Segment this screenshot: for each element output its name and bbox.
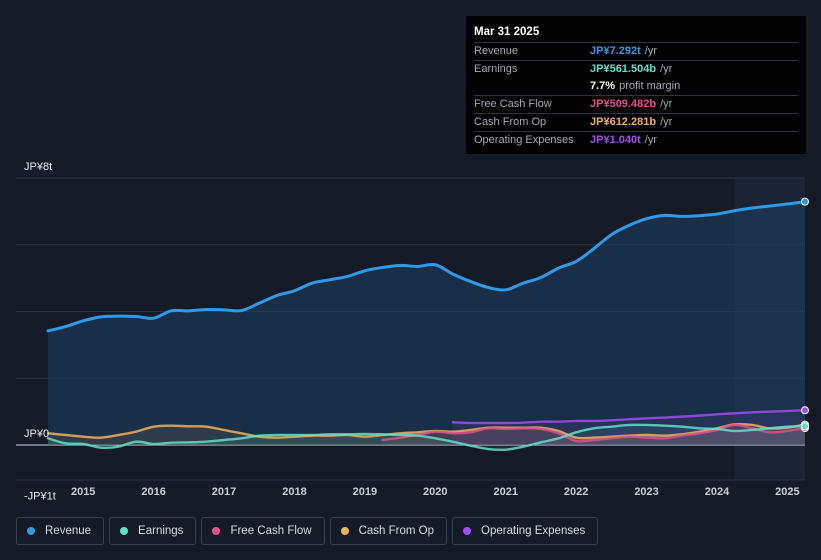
y-axis-labels: JP¥8t JP¥0 -JP¥1t <box>24 161 56 502</box>
tooltip-row: Earnings JP¥561.504b/yr <box>474 60 798 78</box>
legend-dot-icon <box>340 527 349 535</box>
legend-label: Operating Expenses <box>481 525 586 537</box>
revenue-line <box>46 200 807 333</box>
x-tick-label: 2015 <box>71 486 95 498</box>
legend: Revenue Earnings Free Cash Flow Cash From O… <box>16 517 599 545</box>
tooltip-row-value: JP¥612.281b <box>590 116 657 128</box>
operating-expenses-area <box>452 410 805 445</box>
tooltip-row-unit: /yr <box>644 134 657 146</box>
revenue-end-point <box>801 197 809 206</box>
legend-item-operating-expenses[interactable]: Operating Expenses <box>452 517 599 545</box>
end-markers <box>801 197 809 433</box>
legend-label: Free Cash Flow <box>230 525 312 537</box>
y-tick-label: JP¥8t <box>24 161 52 173</box>
operating-expenses-line <box>451 409 807 425</box>
tooltip-row-value: 7.7% <box>590 80 616 92</box>
tooltip-row-unit: /yr <box>660 98 673 110</box>
legend-item-free-cash-flow[interactable]: Free Cash Flow <box>201 517 325 545</box>
tooltip-row: Free Cash Flow JP¥509.482b/yr <box>474 95 798 113</box>
x-tick-label: 2021 <box>493 486 517 498</box>
tooltip-row: 7.7% profit margin <box>474 78 798 95</box>
legend-dot-icon <box>27 527 35 535</box>
x-tick-label: 2024 <box>705 486 730 498</box>
tooltip-row-value: JP¥1.040t <box>590 134 641 146</box>
revenue-area <box>48 201 805 445</box>
tooltip-date: Mar 31 2025 <box>474 26 540 38</box>
x-tick-label: 2018 <box>282 486 306 498</box>
x-tick-label: 2016 <box>141 486 165 498</box>
tooltip-row-unit: profit margin <box>619 80 681 92</box>
tooltip-row-value: JP¥561.504b <box>590 63 657 75</box>
x-tick-label: 2025 <box>775 486 799 498</box>
earnings-end-point <box>801 422 809 431</box>
earnings-line <box>46 423 807 452</box>
x-tick-label: 2023 <box>634 486 658 498</box>
legend-dot-icon <box>463 527 472 535</box>
tooltip-row-label <box>474 78 590 95</box>
tooltip-row-value: JP¥509.482b <box>590 98 657 110</box>
x-axis-labels: 2015 2016 2017 2018 2019 2020 2021 2022 2023 2024… <box>71 486 800 498</box>
legend-dot-icon <box>212 527 221 535</box>
legend-label: Revenue <box>45 525 92 537</box>
y-tick-label: JP¥0 <box>24 428 49 440</box>
free-cash-flow-line <box>381 423 807 443</box>
tooltip: Mar 31 2025 Revenue JP¥7.292t/yr Earnings J… <box>466 16 806 154</box>
legend-item-revenue[interactable]: Revenue <box>16 517 105 545</box>
chart-lines <box>46 200 807 452</box>
legend-item-earnings[interactable]: Earnings <box>109 517 197 545</box>
x-tick-label: 2022 <box>564 486 588 498</box>
x-tick-label: 2019 <box>353 486 377 498</box>
legend-label: Cash From Op <box>358 525 435 537</box>
tooltip-row-unit: /yr <box>660 63 673 75</box>
legend-dot-icon <box>120 527 129 535</box>
tooltip-row: Cash From Op JP¥612.281b/yr <box>474 113 798 131</box>
tooltip-row: Operating Expenses JP¥1.040t/yr <box>474 131 798 149</box>
tooltip-row-label: Operating Expenses <box>474 134 574 146</box>
free-cash-flow-area <box>382 424 805 445</box>
operating-expenses-end-point <box>801 406 809 415</box>
cash-from-op-line <box>46 422 807 440</box>
tooltip-row-label: Revenue <box>474 45 519 57</box>
legend-item-cash-from-op[interactable]: Cash From Op <box>329 517 448 545</box>
tooltip-row-unit: /yr <box>660 116 673 128</box>
tooltip-row-label: Cash From Op <box>474 116 547 128</box>
tooltip-row-label: Free Cash Flow <box>474 98 552 110</box>
tooltip-row-unit: /yr <box>644 45 657 57</box>
tooltip-row: Revenue JP¥7.292t/yr <box>474 42 798 60</box>
tooltip-row-value: JP¥7.292t <box>590 45 641 57</box>
y-tick-label: -JP¥1t <box>24 490 56 502</box>
x-tick-label: 2020 <box>423 486 447 498</box>
tooltip-row-label: Earnings <box>474 63 518 75</box>
legend-label: Earnings <box>138 525 184 537</box>
x-tick-label: 2017 <box>212 486 236 498</box>
chart-areas <box>48 201 805 450</box>
